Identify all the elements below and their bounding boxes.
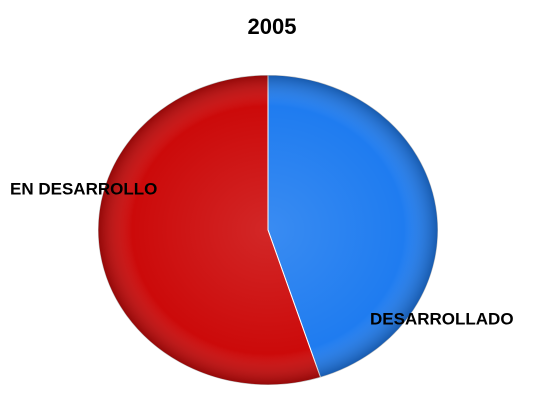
slice-label: EN DESARROLLO: [10, 179, 157, 198]
pie: [97, 74, 439, 386]
slice-label: DESARROLLADO: [370, 309, 514, 328]
chart-title: 2005: [248, 14, 297, 39]
